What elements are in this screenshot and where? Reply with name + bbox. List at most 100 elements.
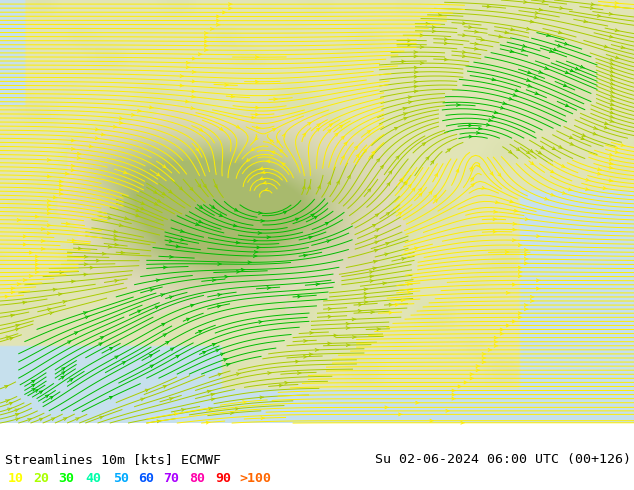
FancyArrowPatch shape	[539, 71, 543, 73]
FancyArrowPatch shape	[469, 124, 472, 127]
FancyArrowPatch shape	[434, 199, 437, 202]
FancyArrowPatch shape	[582, 134, 585, 136]
FancyArrowPatch shape	[192, 90, 196, 93]
FancyArrowPatch shape	[486, 123, 490, 126]
FancyArrowPatch shape	[568, 188, 573, 191]
FancyArrowPatch shape	[609, 179, 613, 182]
FancyArrowPatch shape	[469, 26, 472, 28]
FancyArrowPatch shape	[212, 343, 216, 346]
FancyArrowPatch shape	[586, 178, 590, 181]
FancyArrowPatch shape	[368, 189, 370, 192]
FancyArrowPatch shape	[542, 0, 546, 2]
FancyArrowPatch shape	[11, 291, 15, 294]
FancyArrowPatch shape	[236, 125, 240, 128]
FancyArrowPatch shape	[519, 316, 522, 318]
FancyArrowPatch shape	[4, 386, 8, 388]
FancyArrowPatch shape	[604, 126, 609, 129]
FancyArrowPatch shape	[101, 133, 105, 136]
FancyArrowPatch shape	[89, 145, 93, 147]
FancyArrowPatch shape	[310, 332, 314, 334]
FancyArrowPatch shape	[610, 107, 614, 110]
FancyArrowPatch shape	[10, 402, 12, 405]
FancyArrowPatch shape	[611, 95, 614, 97]
FancyArrowPatch shape	[23, 243, 27, 246]
FancyArrowPatch shape	[259, 167, 263, 170]
FancyArrowPatch shape	[402, 258, 406, 260]
FancyArrowPatch shape	[191, 107, 195, 109]
FancyArrowPatch shape	[435, 173, 437, 177]
FancyArrowPatch shape	[534, 16, 538, 19]
FancyArrowPatch shape	[545, 67, 548, 69]
FancyArrowPatch shape	[509, 98, 513, 100]
FancyArrowPatch shape	[169, 296, 173, 298]
FancyArrowPatch shape	[398, 213, 401, 215]
FancyArrowPatch shape	[191, 95, 195, 98]
FancyArrowPatch shape	[277, 140, 280, 143]
FancyArrowPatch shape	[478, 127, 482, 130]
FancyArrowPatch shape	[285, 381, 288, 384]
FancyArrowPatch shape	[591, 3, 595, 6]
FancyArrowPatch shape	[610, 58, 614, 61]
FancyArrowPatch shape	[217, 15, 220, 18]
FancyArrowPatch shape	[36, 255, 39, 258]
FancyArrowPatch shape	[15, 414, 20, 416]
FancyArrowPatch shape	[503, 102, 507, 104]
FancyArrowPatch shape	[494, 210, 498, 213]
FancyArrowPatch shape	[422, 143, 425, 146]
FancyArrowPatch shape	[615, 5, 619, 8]
FancyArrowPatch shape	[526, 79, 531, 81]
FancyArrowPatch shape	[372, 224, 375, 227]
FancyArrowPatch shape	[318, 186, 320, 189]
FancyArrowPatch shape	[156, 279, 160, 282]
FancyArrowPatch shape	[495, 344, 498, 347]
FancyArrowPatch shape	[513, 228, 517, 231]
FancyArrowPatch shape	[236, 373, 240, 375]
FancyArrowPatch shape	[71, 169, 75, 171]
FancyArrowPatch shape	[495, 201, 500, 203]
FancyArrowPatch shape	[150, 365, 153, 368]
FancyArrowPatch shape	[370, 280, 374, 282]
FancyArrowPatch shape	[535, 92, 539, 95]
FancyArrowPatch shape	[609, 162, 613, 165]
FancyArrowPatch shape	[304, 340, 307, 343]
FancyArrowPatch shape	[282, 163, 285, 166]
FancyArrowPatch shape	[119, 122, 123, 124]
FancyArrowPatch shape	[474, 48, 478, 50]
FancyArrowPatch shape	[171, 348, 174, 351]
FancyArrowPatch shape	[11, 314, 15, 317]
FancyArrowPatch shape	[229, 7, 232, 10]
FancyArrowPatch shape	[593, 132, 597, 135]
FancyArrowPatch shape	[282, 134, 285, 137]
FancyArrowPatch shape	[307, 186, 311, 189]
FancyArrowPatch shape	[329, 124, 332, 126]
FancyArrowPatch shape	[15, 409, 19, 412]
FancyArrowPatch shape	[590, 7, 594, 9]
FancyArrowPatch shape	[202, 351, 205, 354]
FancyArrowPatch shape	[380, 166, 383, 169]
FancyArrowPatch shape	[584, 20, 588, 23]
FancyArrowPatch shape	[32, 380, 35, 383]
FancyArrowPatch shape	[621, 46, 625, 49]
FancyArrowPatch shape	[48, 308, 51, 311]
FancyArrowPatch shape	[298, 295, 301, 298]
FancyArrowPatch shape	[162, 323, 165, 326]
FancyArrowPatch shape	[344, 143, 347, 146]
FancyArrowPatch shape	[507, 324, 510, 327]
FancyArrowPatch shape	[458, 385, 462, 388]
FancyArrowPatch shape	[452, 397, 456, 400]
FancyArrowPatch shape	[311, 214, 314, 217]
FancyArrowPatch shape	[527, 71, 532, 74]
FancyArrowPatch shape	[74, 332, 77, 335]
Text: 40: 40	[86, 471, 101, 485]
FancyArrowPatch shape	[512, 239, 516, 242]
FancyArrowPatch shape	[180, 84, 184, 87]
FancyArrowPatch shape	[328, 130, 331, 132]
FancyArrowPatch shape	[412, 188, 415, 191]
FancyArrowPatch shape	[66, 222, 70, 225]
FancyArrowPatch shape	[566, 104, 569, 106]
FancyArrowPatch shape	[223, 11, 226, 14]
FancyArrowPatch shape	[611, 74, 614, 77]
FancyArrowPatch shape	[236, 270, 240, 273]
FancyArrowPatch shape	[315, 348, 319, 351]
FancyArrowPatch shape	[212, 279, 216, 282]
